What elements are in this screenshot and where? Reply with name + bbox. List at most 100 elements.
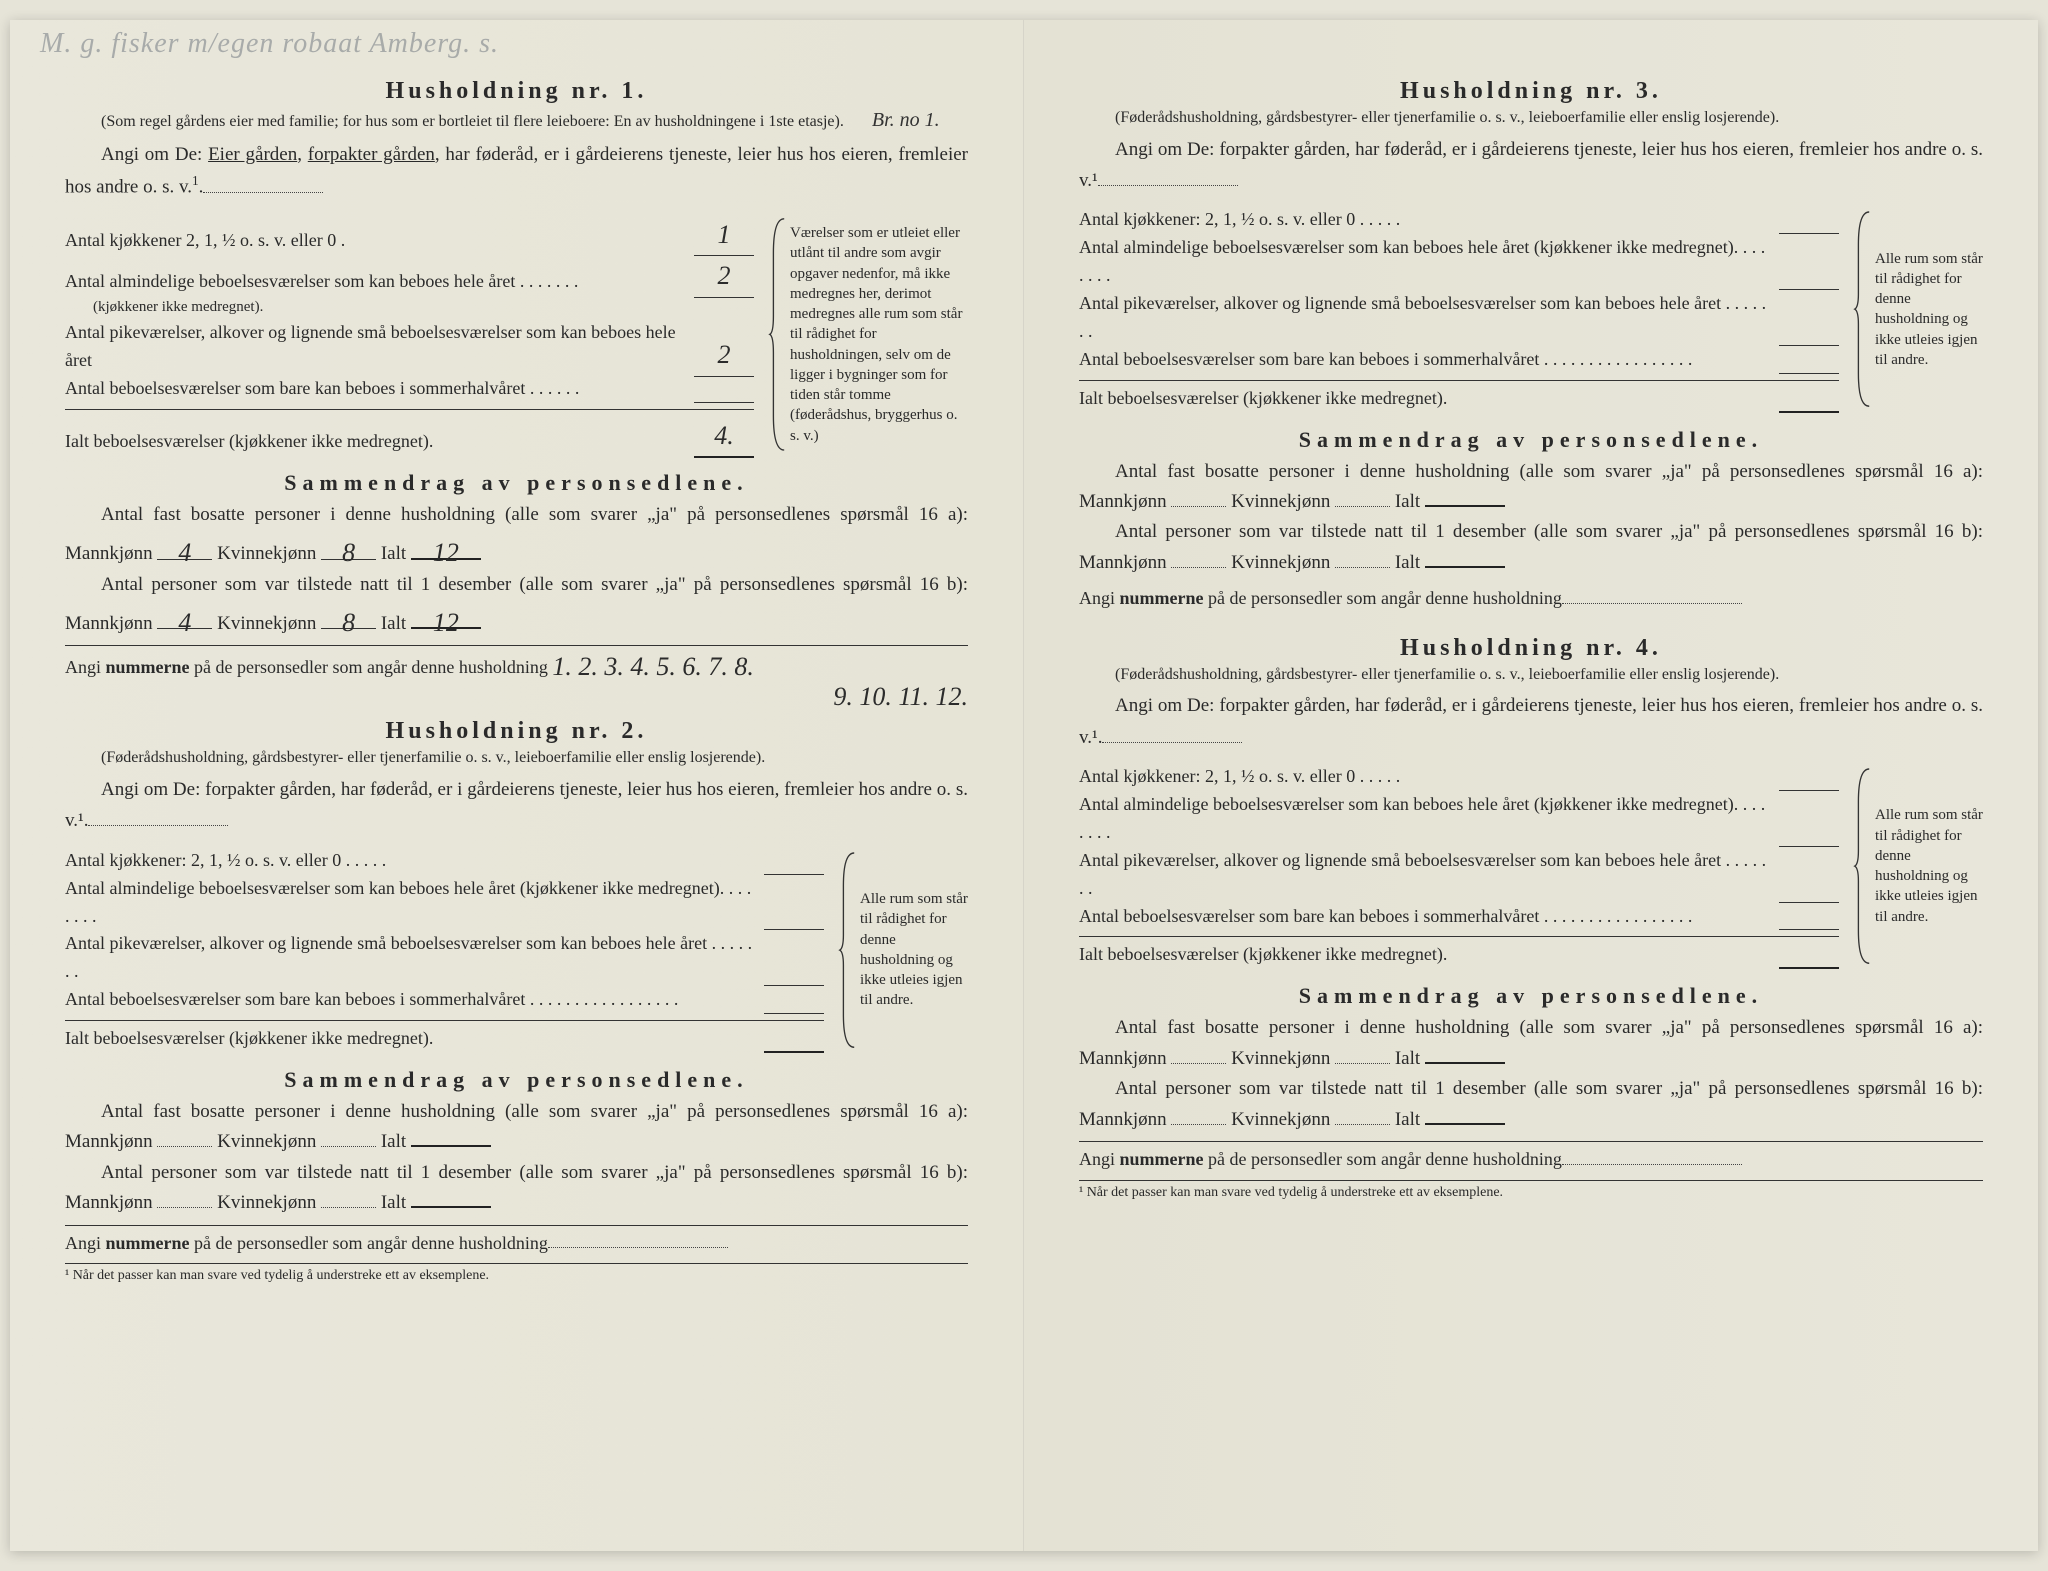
kjokken-label-h2: Antal kjøkkener: 2, 1, ½ o. s. v. eller … — [65, 847, 756, 875]
ialt-b-h3 — [1425, 548, 1505, 568]
brace-note-h4: Alle rum som står til rådighet for denne… — [1853, 763, 1983, 969]
sammendrag-title-h2: Sammendrag av personsedlene. — [65, 1067, 968, 1093]
subtitle-h1: (Som regel gårdens eier med familie; for… — [65, 107, 968, 134]
kjokken-val-h4 — [1779, 790, 1839, 791]
ialt-label-h4b: Ialt — [1395, 1109, 1420, 1130]
ialt-b-h2 — [411, 1188, 491, 1208]
rooms-block-h1: Antal kjøkkener 2, 1, ½ o. s. v. eller 0… — [65, 213, 968, 456]
kvinne-a-val: 8 — [321, 532, 376, 559]
ialt-b-h4 — [1425, 1105, 1505, 1125]
sommer-label-h3: Antal beboelsesværelser som bare kan beb… — [1079, 346, 1771, 374]
ialt-a-h3 — [1425, 487, 1505, 507]
angi-line-h4: Angi om De: forpakter gården, har føderå… — [1079, 691, 1983, 753]
subtitle-h4: (Føderådshusholdning, gårdsbestyrer- ell… — [1079, 664, 1983, 686]
sam-line1-h4: Antal fast bosatte personer i denne hush… — [1079, 1013, 1983, 1074]
sommer-val-h2 — [764, 1013, 824, 1014]
mann-a-h3 — [1171, 487, 1226, 507]
angi-nummerne-h1: Angi nummerne på de personsedler som ang… — [65, 645, 968, 680]
ialt-val: 4. — [694, 416, 754, 458]
sam-line1-h2: Antal fast bosatte personer i denne hush… — [65, 1097, 968, 1158]
sommer-label: Antal beboelsesværelser som bare kan beb… — [65, 375, 686, 403]
kvinne-a-h4 — [1335, 1044, 1390, 1064]
mann-a-h2 — [157, 1127, 212, 1147]
angi-nummerne-h4: Angi nummerne på de personsedler som ang… — [1079, 1141, 1983, 1170]
kvinne-label-h3b: Kvinnekjønn — [1231, 552, 1330, 573]
ialt-label-h4: Ialt beboelsesværelser (kjøkkener ikke m… — [1079, 941, 1771, 969]
kvinne-label-h2a: Kvinnekjønn — [217, 1131, 316, 1152]
kjokken-label-h4: Antal kjøkkener: 2, 1, ½ o. s. v. eller … — [1079, 763, 1771, 791]
kvinne-b-h4 — [1335, 1105, 1390, 1125]
kjokken-val-h3 — [1779, 233, 1839, 234]
ialt-label-h3: Ialt beboelsesværelser (kjøkkener ikke m… — [1079, 385, 1771, 413]
ialt-a-val: 12 — [411, 532, 481, 559]
rooms-block-h3: Antal kjøkkener: 2, 1, ½ o. s. v. eller … — [1079, 206, 1983, 412]
ialt-label-h3a: Ialt — [1395, 491, 1420, 512]
section-title-h4: Husholdning nr. 4. — [1079, 635, 1983, 662]
mann-b-val: 4 — [157, 602, 212, 629]
pike-label-h4: Antal pikeværelser, alkover og lignende … — [1079, 847, 1771, 903]
section-title-h3: Husholdning nr. 3. — [1079, 78, 1983, 105]
pike-label: Antal pikeværelser, alkover og lignende … — [65, 319, 686, 375]
ialt-label-a: Ialt — [381, 543, 406, 564]
sammendrag-title-h3: Sammendrag av personsedlene. — [1079, 427, 1983, 453]
sam-line1-h1: Antal fast bosatte personer i denne hush… — [65, 500, 968, 570]
mann-b-h4 — [1171, 1105, 1226, 1125]
ialt-label-h4a: Ialt — [1395, 1048, 1420, 1069]
document-spread: M. g. fisker m/egen robaat Amberg. s. Hu… — [10, 20, 2038, 1551]
sam-line1-h3: Antal fast bosatte personer i denne hush… — [1079, 457, 1983, 518]
almind-val-h2 — [764, 929, 824, 930]
almind-val-h3 — [1779, 289, 1839, 290]
mann-a-h4 — [1171, 1044, 1226, 1064]
ialt-a-h2 — [411, 1127, 491, 1147]
kjokken-label-h3: Antal kjøkkener: 2, 1, ½ o. s. v. eller … — [1079, 206, 1771, 234]
subtitle-h1-text: (Som regel gårdens eier med familie; for… — [101, 113, 844, 130]
almind-sub: (kjøkkener ikke medregnet). — [65, 296, 754, 319]
pike-val-h2 — [764, 985, 824, 986]
almind-label-h4: Antal almindelige beboelsesværelser som … — [1079, 791, 1771, 847]
brace-icon — [1853, 767, 1871, 965]
brace-icon — [1853, 210, 1871, 408]
handwritten-annotation: M. g. fisker m/egen robaat Amberg. s. — [40, 28, 499, 60]
ialt-label-b: Ialt — [381, 613, 406, 634]
brace-text-h4: Alle rum som står til rådighet for denne… — [1875, 805, 1983, 927]
brace-icon — [768, 217, 786, 452]
ialt-label-h3b: Ialt — [1395, 552, 1420, 573]
brace-text-h2: Alle rum som står til rådighet for denne… — [860, 889, 968, 1011]
pike-val-h3 — [1779, 345, 1839, 346]
brace-note-h3: Alle rum som står til rådighet for denne… — [1853, 206, 1983, 412]
pike-label-h3: Antal pikeværelser, alkover og lignende … — [1079, 290, 1771, 346]
rooms-block-h2: Antal kjøkkener: 2, 1, ½ o. s. v. eller … — [65, 847, 968, 1053]
brace-text-h3: Alle rum som står til rådighet for denne… — [1875, 249, 1983, 371]
kjokken-label: Antal kjøkkener 2, 1, ½ o. s. v. eller 0… — [65, 227, 686, 255]
page-right: Husholdning nr. 3. (Føderådshusholdning,… — [1024, 20, 2038, 1551]
sam-line2-h4: Antal personer som var tilstede natt til… — [1079, 1074, 1983, 1135]
angi-line-h1: Angi om De: Eier gården, forpakter gårde… — [65, 140, 968, 203]
ialt-label-h2: Ialt beboelsesværelser (kjøkkener ikke m… — [65, 1025, 756, 1053]
sommer-label-h2: Antal beboelsesværelser som bare kan beb… — [65, 986, 756, 1014]
handwritten-brno: Br. no 1. — [872, 109, 940, 131]
angi-nummerne-h3: Angi nummerne på de personsedler som ang… — [1079, 584, 1983, 609]
almind-label-h3: Antal almindelige beboelsesværelser som … — [1079, 234, 1771, 290]
kvinne-label-h4a: Kvinnekjønn — [1231, 1048, 1330, 1069]
brace-icon — [838, 851, 856, 1049]
kvinne-label-b: Kvinnekjønn — [217, 613, 316, 634]
pike-label-h2: Antal pikeværelser, alkover og lignende … — [65, 930, 756, 986]
subtitle-h3: (Føderådshusholdning, gårdsbestyrer- ell… — [1079, 107, 1983, 129]
subtitle-h2: (Føderådshusholdning, gårdsbestyrer- ell… — [65, 747, 968, 769]
kvinne-b-h2 — [321, 1188, 376, 1208]
ialt-b-val: 12 — [411, 602, 481, 629]
angi-line-h3: Angi om De: forpakter gården, har føderå… — [1079, 135, 1983, 197]
pike-val-h4 — [1779, 902, 1839, 903]
almind-val-h4 — [1779, 846, 1839, 847]
rooms-block-h4: Antal kjøkkener: 2, 1, ½ o. s. v. eller … — [1079, 763, 1983, 969]
angi-val1: 1. 2. 3. 4. 5. 6. 7. 8. — [552, 652, 754, 681]
almind-label-h2: Antal almindelige beboelsesværelser som … — [65, 875, 756, 931]
sommer-val-h4 — [1779, 929, 1839, 930]
brace-text-h1: Værelser som er utleiet eller utlånt til… — [790, 223, 968, 446]
ialt-label-h2b: Ialt — [381, 1192, 406, 1213]
kvinne-b-val: 8 — [321, 602, 376, 629]
footnote-right: ¹ Når det passer kan man svare ved tydel… — [1079, 1180, 1983, 1201]
almind-label: Antal almindelige beboelsesværelser som … — [65, 268, 686, 296]
kvinne-label-h3a: Kvinnekjønn — [1231, 491, 1330, 512]
ialt-label: Ialt beboelsesværelser (kjøkkener ikke m… — [65, 428, 686, 456]
